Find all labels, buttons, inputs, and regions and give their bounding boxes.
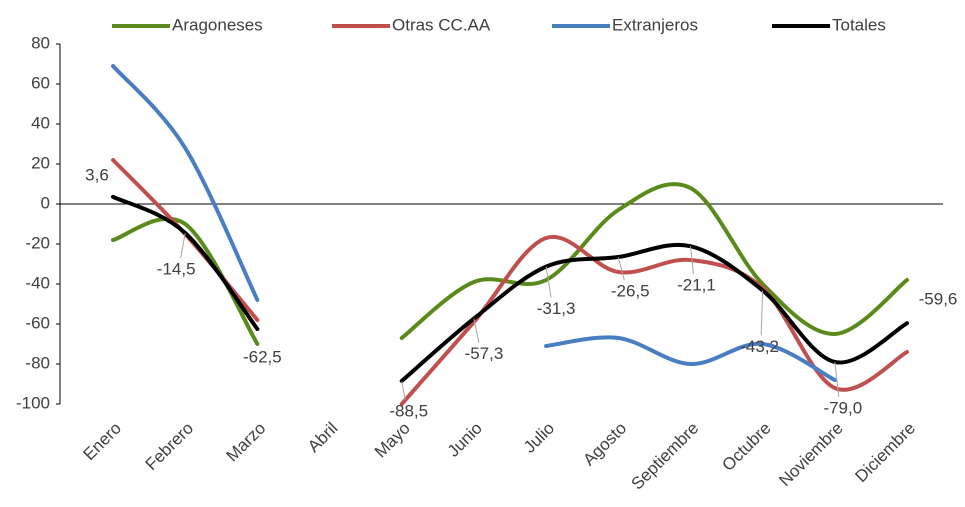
x-tick-label: Octubre	[718, 419, 774, 475]
x-tick-label: Febrero	[142, 419, 198, 475]
legend-label: Totales	[832, 15, 886, 34]
leader-line	[401, 380, 406, 401]
y-tick-label: 20	[31, 153, 50, 172]
data-label: -62,5	[243, 347, 282, 366]
y-tick-label: 40	[31, 113, 50, 132]
leader-line	[689, 246, 694, 275]
y-tick-label: -80	[25, 353, 50, 372]
leader-line	[617, 256, 625, 281]
x-tick-label: Junio	[444, 419, 486, 461]
x-tick-label: Abril	[304, 419, 341, 456]
x-tick-label: Diciembre	[851, 419, 919, 487]
y-tick-label: 60	[31, 73, 50, 92]
data-label: 3,6	[85, 165, 109, 184]
leader-line	[473, 318, 480, 343]
y-tick-label: 0	[41, 193, 50, 212]
data-label: -79,0	[823, 398, 862, 417]
data-label: -59,6	[919, 290, 958, 309]
data-label: -43,2	[740, 337, 779, 356]
y-tick-label: -20	[25, 233, 50, 252]
x-tick-label: Enero	[79, 419, 125, 465]
y-tick-label: -100	[16, 393, 50, 412]
x-tick-label: Marzo	[223, 419, 270, 466]
data-label: -26,5	[611, 281, 650, 300]
series-line	[111, 182, 909, 346]
data-label: -14,5	[157, 259, 196, 278]
data-label: -21,1	[677, 276, 716, 295]
data-label: -88,5	[389, 401, 428, 420]
legend-label: Aragoneses	[172, 15, 263, 34]
y-tick-label: 80	[31, 33, 50, 52]
leader-line	[545, 266, 552, 298]
y-tick-label: -60	[25, 313, 50, 332]
data-label: -31,3	[537, 299, 576, 318]
x-tick-label: Agosto	[579, 419, 630, 470]
leader-line	[180, 232, 186, 259]
legend-label: Extranjeros	[612, 15, 698, 34]
data-label: -57,3	[465, 344, 504, 363]
x-tick-label: Julio	[520, 419, 558, 457]
x-tick-label: Mayo	[371, 419, 414, 462]
leader-line	[834, 361, 840, 398]
x-tick-label: Septiembre	[628, 419, 703, 494]
y-tick-label: -40	[25, 273, 50, 292]
leader-line	[760, 290, 764, 336]
x-tick-label: Noviembre	[775, 419, 847, 491]
legend-label: Otras CC.AA	[392, 15, 491, 34]
series-line	[111, 64, 837, 382]
